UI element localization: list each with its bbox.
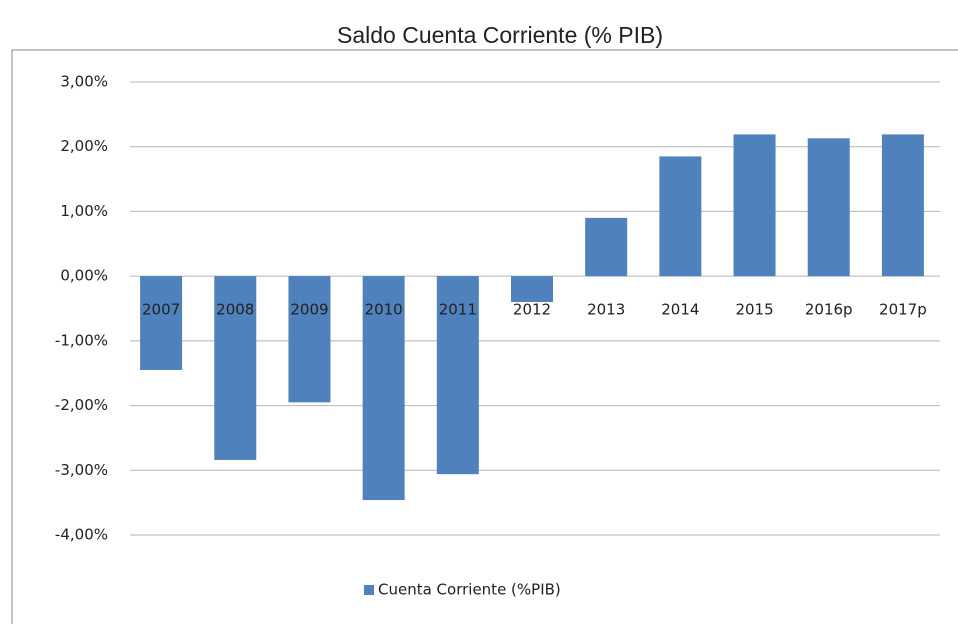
x-tick-label: 2011 bbox=[439, 301, 477, 319]
y-tick-label: 2,00% bbox=[60, 137, 108, 155]
x-tick-label: 2017p bbox=[879, 301, 927, 319]
x-tick-label: 2008 bbox=[216, 301, 254, 319]
bar bbox=[585, 217, 628, 277]
x-tick-label: 2009 bbox=[290, 301, 328, 319]
x-tick-label: 2007 bbox=[142, 301, 180, 319]
bar bbox=[733, 134, 776, 277]
x-tick-label: 2012 bbox=[513, 301, 551, 319]
bar bbox=[807, 138, 850, 277]
bar bbox=[511, 276, 553, 303]
y-tick-label: -3,00% bbox=[55, 461, 108, 479]
y-tick-label: -4,00% bbox=[55, 526, 108, 544]
legend-label: Cuenta Corriente (%PIB) bbox=[378, 581, 561, 599]
bar bbox=[881, 134, 924, 277]
x-tick-label: 2015 bbox=[735, 301, 773, 319]
bar bbox=[214, 276, 257, 460]
bar bbox=[140, 276, 183, 370]
chart-title: Saldo Cuenta Corriente (% PIB) bbox=[337, 22, 663, 48]
y-tick-label: 1,00% bbox=[60, 202, 108, 220]
y-tick-label: 0,00% bbox=[60, 267, 108, 285]
x-tick-label: 2010 bbox=[365, 301, 403, 319]
legend-swatch bbox=[364, 585, 374, 595]
bar bbox=[362, 276, 405, 501]
y-tick-label: 3,00% bbox=[60, 73, 108, 91]
x-tick-label: 2013 bbox=[587, 301, 625, 319]
x-tick-label: 2014 bbox=[661, 301, 699, 319]
x-tick-label: 2016p bbox=[805, 301, 853, 319]
bar bbox=[436, 276, 479, 475]
y-tick-label: -2,00% bbox=[55, 396, 108, 414]
bar bbox=[288, 276, 331, 403]
bar bbox=[659, 156, 702, 277]
y-tick-label: -1,00% bbox=[55, 331, 108, 349]
chart-border bbox=[11, 49, 958, 624]
